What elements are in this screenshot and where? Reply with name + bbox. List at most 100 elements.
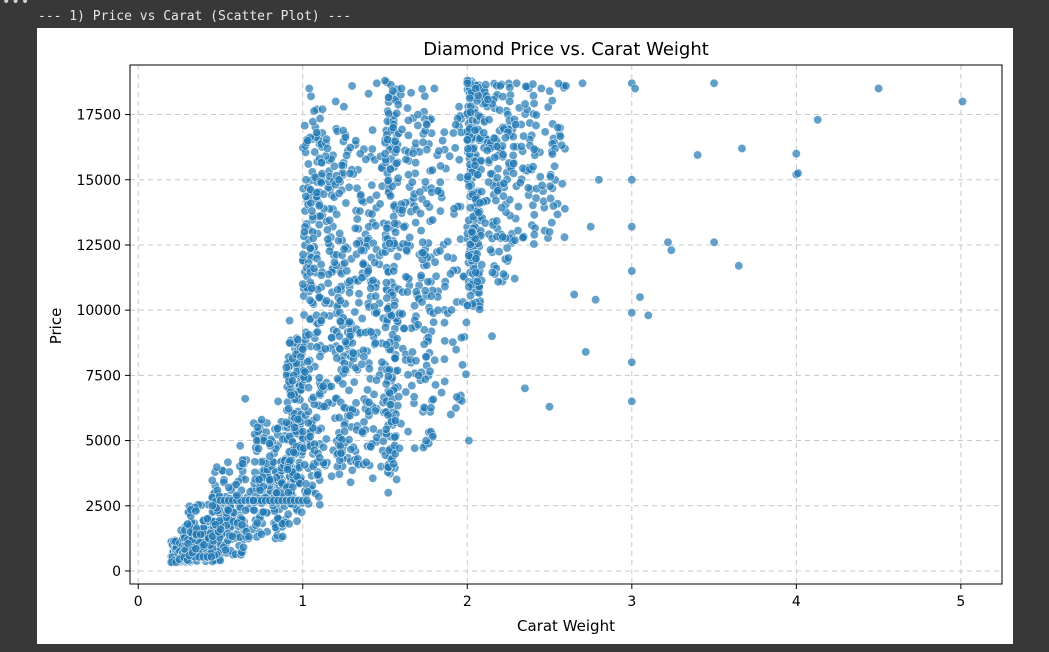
- data-point: [307, 283, 317, 293]
- data-point: [577, 78, 587, 88]
- data-point: [284, 404, 294, 414]
- data-point: [627, 308, 637, 318]
- data-point: [320, 344, 330, 354]
- data-point: [344, 288, 354, 298]
- data-point: [283, 509, 293, 519]
- data-point: [299, 291, 309, 301]
- data-point: [591, 295, 601, 305]
- data-point: [351, 136, 361, 146]
- data-point: [325, 215, 335, 225]
- data-point: [411, 356, 421, 366]
- data-point: [693, 150, 703, 160]
- data-point: [474, 208, 484, 218]
- data-point: [550, 161, 560, 171]
- data-point: [448, 337, 458, 347]
- data-point: [420, 177, 430, 187]
- data-point: [350, 223, 360, 233]
- data-point: [303, 159, 313, 169]
- data-point: [290, 422, 300, 432]
- data-point: [535, 172, 545, 182]
- cell-output-text: --- 1) Price vs Carat (Scatter Plot) ---: [38, 9, 352, 24]
- data-point: [286, 390, 296, 400]
- data-point: [380, 149, 390, 159]
- data-point: [390, 432, 400, 442]
- data-point: [357, 273, 367, 283]
- data-point: [371, 308, 381, 318]
- data-point: [377, 357, 387, 367]
- data-point: [443, 252, 453, 262]
- data-point: [521, 81, 531, 91]
- data-point: [416, 226, 426, 236]
- data-point: [528, 162, 538, 172]
- data-point: [429, 83, 439, 93]
- data-point: [334, 413, 344, 423]
- x-axis-ticks: 0 1 2 3 4 5: [134, 584, 965, 610]
- x-tick-label: 5: [956, 594, 965, 610]
- data-point: [323, 234, 333, 244]
- data-point: [498, 150, 508, 160]
- data-point: [403, 170, 413, 180]
- data-point: [390, 136, 400, 146]
- data-point: [457, 360, 467, 370]
- data-point: [513, 202, 523, 212]
- data-point: [191, 544, 201, 554]
- data-point: [367, 209, 377, 219]
- data-point: [327, 333, 337, 343]
- y-tick-label: 10000: [76, 303, 121, 319]
- data-point: [439, 127, 449, 137]
- data-point: [475, 198, 485, 208]
- data-point: [627, 175, 637, 185]
- data-point: [272, 424, 282, 434]
- cell-menu-icon[interactable]: •••: [2, 0, 31, 10]
- x-tick-label: 2: [463, 594, 472, 610]
- data-point: [544, 402, 554, 412]
- data-point: [240, 394, 250, 404]
- data-point: [355, 206, 365, 216]
- data-point: [418, 237, 428, 247]
- data-point: [254, 444, 264, 454]
- data-point: [382, 293, 392, 303]
- data-point: [464, 282, 474, 292]
- data-point: [316, 270, 326, 280]
- data-point: [319, 401, 329, 411]
- data-point: [371, 221, 381, 231]
- data-point: [465, 93, 475, 103]
- data-point: [508, 168, 518, 178]
- data-point: [445, 151, 455, 161]
- data-point: [303, 357, 313, 367]
- data-point: [367, 180, 377, 190]
- data-point: [427, 165, 437, 175]
- data-point: [331, 97, 341, 107]
- data-point: [465, 291, 475, 301]
- data-point: [397, 309, 407, 319]
- data-point: [382, 135, 392, 145]
- data-point: [449, 204, 459, 214]
- data-point: [531, 121, 541, 131]
- data-point: [241, 505, 251, 515]
- data-point: [454, 102, 464, 112]
- data-point: [207, 501, 217, 511]
- data-point: [529, 230, 539, 240]
- data-point: [418, 137, 428, 147]
- data-point: [465, 203, 475, 213]
- data-point: [322, 144, 332, 154]
- data-point: [529, 239, 539, 249]
- data-point: [446, 305, 456, 315]
- x-tick-label: 3: [627, 594, 636, 610]
- data-point: [303, 383, 313, 393]
- data-point: [355, 149, 365, 159]
- data-point: [529, 99, 539, 109]
- data-point: [224, 467, 234, 477]
- data-point: [402, 245, 412, 255]
- data-point: [531, 110, 541, 120]
- data-point: [345, 143, 355, 153]
- data-point: [361, 457, 371, 467]
- data-point: [547, 218, 557, 228]
- data-point: [249, 505, 259, 515]
- data-point: [793, 168, 803, 178]
- data-point: [508, 159, 518, 169]
- data-point: [519, 131, 529, 141]
- data-point: [448, 128, 458, 138]
- data-point: [734, 261, 744, 271]
- data-point: [392, 145, 402, 155]
